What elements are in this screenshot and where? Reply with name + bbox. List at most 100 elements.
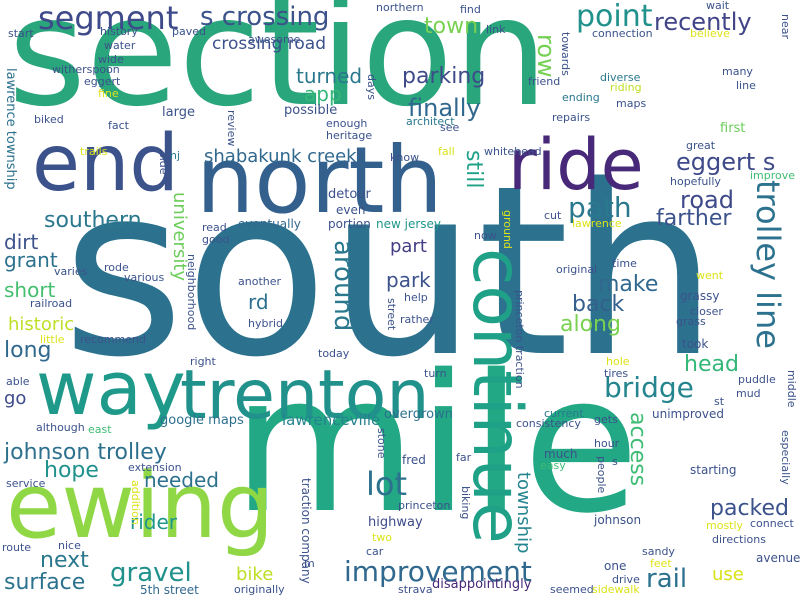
- word-trolley-line: trolley line: [749, 180, 787, 349]
- word-s: s: [612, 455, 618, 468]
- word-around: around: [328, 240, 358, 332]
- word-service: service: [6, 477, 46, 490]
- word-find: find: [460, 3, 481, 16]
- word-fine: fine: [98, 87, 119, 100]
- word-read: read: [202, 221, 227, 234]
- word-lawrenceville: lawrenceville: [282, 411, 381, 429]
- word-parking: parking: [402, 64, 486, 89]
- word-highway: highway: [368, 515, 423, 530]
- word-biking: biking: [459, 486, 472, 520]
- word-took: took: [682, 337, 709, 351]
- word-connect: connect: [750, 517, 794, 530]
- word-feet: feet: [650, 557, 672, 570]
- word-mostly: mostly: [706, 519, 744, 532]
- word-way: way: [36, 346, 186, 432]
- word-connection: connection: [592, 27, 653, 40]
- word-towards: towards: [559, 32, 572, 76]
- word-go: go: [4, 388, 27, 409]
- word-friend: friend: [528, 75, 561, 88]
- word-originally: originally: [234, 583, 285, 596]
- word-johnson-trolley: johnson trolley: [4, 440, 167, 465]
- word-tires: tires: [604, 367, 629, 380]
- word-see: see: [440, 121, 460, 134]
- word-one: one: [604, 559, 627, 573]
- word-current: current: [544, 407, 584, 420]
- word-hour: hour: [594, 437, 620, 450]
- word-google-maps: google maps: [160, 413, 244, 428]
- word-heritage: heritage: [326, 129, 373, 142]
- word-repairs: repairs: [552, 111, 591, 124]
- word-strava: strava: [398, 583, 433, 596]
- word-possible: possible: [284, 103, 338, 118]
- word-farther: farther: [656, 206, 732, 231]
- word-drive: drive: [612, 573, 640, 586]
- word-eggert: eggert: [84, 75, 121, 88]
- word-although: although: [36, 421, 85, 434]
- word-link: link: [486, 23, 506, 36]
- word-awesome: awesome: [248, 33, 301, 46]
- word-diverse: diverse: [600, 71, 641, 84]
- word-lot: lot: [366, 465, 408, 503]
- word-sandy: sandy: [642, 545, 675, 558]
- word-section: section: [8, 0, 549, 140]
- word-back: back: [572, 292, 625, 317]
- word-seemed: seemed: [550, 583, 594, 596]
- word-many: many: [722, 65, 753, 78]
- word-middle: middle: [785, 370, 798, 408]
- word-addition: addition: [129, 480, 142, 525]
- word-another: another: [238, 275, 282, 288]
- word-gravel: gravel: [110, 558, 192, 588]
- word-hope: hope: [44, 458, 99, 483]
- word-believe: believe: [690, 27, 730, 40]
- word-starting: starting: [690, 463, 737, 477]
- word-traction-company: traction company: [299, 478, 313, 584]
- word-fred: fred: [402, 453, 426, 467]
- word-cut: cut: [544, 209, 562, 222]
- word-fact: fact: [108, 119, 129, 132]
- word-good: good: [202, 233, 230, 246]
- word-trails: trails: [80, 145, 108, 158]
- word-surface: surface: [4, 570, 86, 595]
- word-street: street: [385, 298, 398, 331]
- word-bike: bike: [236, 564, 274, 585]
- word-enough: enough: [326, 117, 368, 130]
- word-new-jersey: new jersey: [376, 217, 442, 231]
- word-app: app: [304, 82, 342, 106]
- word-avenue: avenue: [756, 551, 800, 565]
- word-rather: rather: [400, 313, 434, 326]
- word-part: part: [390, 236, 427, 257]
- word-even: even: [336, 203, 366, 217]
- word-biked: biked: [34, 113, 64, 126]
- word-dirt: dirt: [4, 230, 39, 254]
- word-puddle: puddle: [738, 373, 776, 386]
- word-extension: extension: [128, 461, 182, 474]
- word-railroad: railroad: [30, 297, 73, 310]
- word-portion: portion: [328, 217, 371, 231]
- word-packed: packed: [710, 496, 789, 521]
- word-history: history: [100, 25, 138, 38]
- word-unimproved: unimproved: [652, 407, 724, 421]
- word-use: use: [712, 564, 744, 585]
- word-row: row: [532, 34, 560, 78]
- word-gets: gets: [594, 413, 618, 426]
- word-line: line: [736, 79, 756, 92]
- word-trenton: trenton: [180, 356, 430, 435]
- word-large: large: [162, 105, 195, 120]
- word-ewing: ewing: [6, 454, 275, 559]
- word-fall: fall: [438, 145, 455, 158]
- word-nice: nice: [58, 539, 81, 552]
- word-s-crossing: s crossing: [200, 2, 330, 32]
- word-grassy: grassy: [680, 289, 720, 303]
- word-maps: maps: [616, 97, 647, 110]
- word-m: m: [304, 557, 315, 570]
- word-wide: wide: [98, 53, 124, 66]
- word-water: water: [104, 39, 136, 52]
- word-long: long: [4, 338, 52, 363]
- word-near: near: [779, 14, 792, 40]
- word-time: time: [612, 257, 637, 270]
- word-mud: mud: [736, 387, 761, 400]
- word-days: days: [365, 74, 378, 100]
- word-help: help: [404, 291, 428, 304]
- word-whitehead: whitehead: [484, 145, 542, 158]
- word-various: various: [124, 271, 165, 284]
